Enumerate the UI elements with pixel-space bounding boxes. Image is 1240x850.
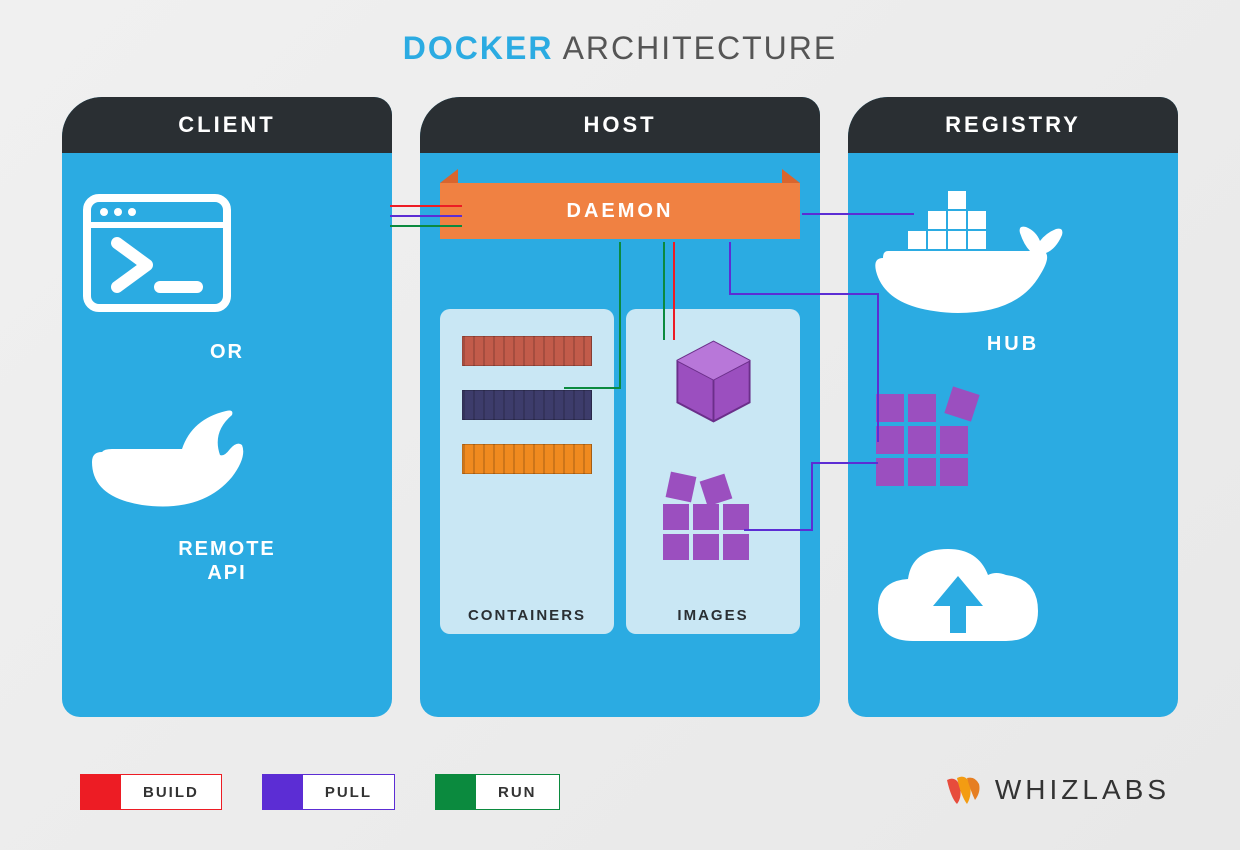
terminal-icon [82,193,232,313]
cube-icon [666,334,761,429]
daemon-banner: DAEMON [440,183,800,239]
host-header: HOST [420,97,820,153]
or-label: OR [82,341,372,364]
legend-swatch [81,775,121,809]
page-title: DOCKER ARCHITECTURE [0,0,1240,67]
client-panel: CLIENT OR REMOTE API [62,97,392,717]
whale-icon [82,397,262,517]
registry-header: REGISTRY [848,97,1178,153]
host-panel: HOST DAEMON CONTAINERS [420,97,820,717]
container-bar-2 [462,390,592,420]
legend-swatch [263,775,303,809]
remote-api-label: REMOTE API [82,537,372,585]
images-box: IMAGES [626,309,800,634]
legend-label: RUN [476,775,559,809]
panels-row: CLIENT OR REMOTE API HOST DAE [0,67,1240,717]
registry-images-icon [868,386,998,496]
images-label: IMAGES [677,607,748,624]
legend: BUILD PULL RUN [80,774,560,810]
containers-box: CONTAINERS [440,309,614,634]
legend-label: BUILD [121,775,221,809]
registry-panel: REGISTRY HUB [848,97,1178,717]
legend-item-build: BUILD [80,774,222,810]
brand: WHIZLABS [943,770,1170,810]
containers-label: CONTAINERS [468,607,586,624]
title-accent: DOCKER [403,30,554,66]
brand-text: WHIZLABS [995,774,1170,806]
legend-swatch [436,775,476,809]
legend-label: PULL [303,775,394,809]
legend-item-pull: PULL [262,774,395,810]
cloud-upload-icon [868,531,1048,661]
title-rest: ARCHITECTURE [563,30,838,66]
client-header: CLIENT [62,97,392,153]
container-bar-3 [462,444,592,474]
whizlabs-icon [943,770,983,810]
images-grid-icon [658,469,768,569]
docker-whale-icon [868,183,1068,323]
hub-label: HUB [868,333,1158,356]
container-bar-1 [462,336,592,366]
legend-item-run: RUN [435,774,560,810]
